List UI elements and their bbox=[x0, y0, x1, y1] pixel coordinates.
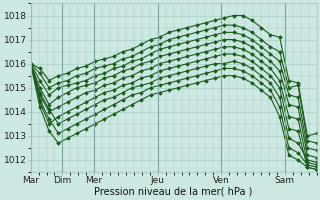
X-axis label: Pression niveau de la mer( hPa ): Pression niveau de la mer( hPa ) bbox=[94, 187, 253, 197]
